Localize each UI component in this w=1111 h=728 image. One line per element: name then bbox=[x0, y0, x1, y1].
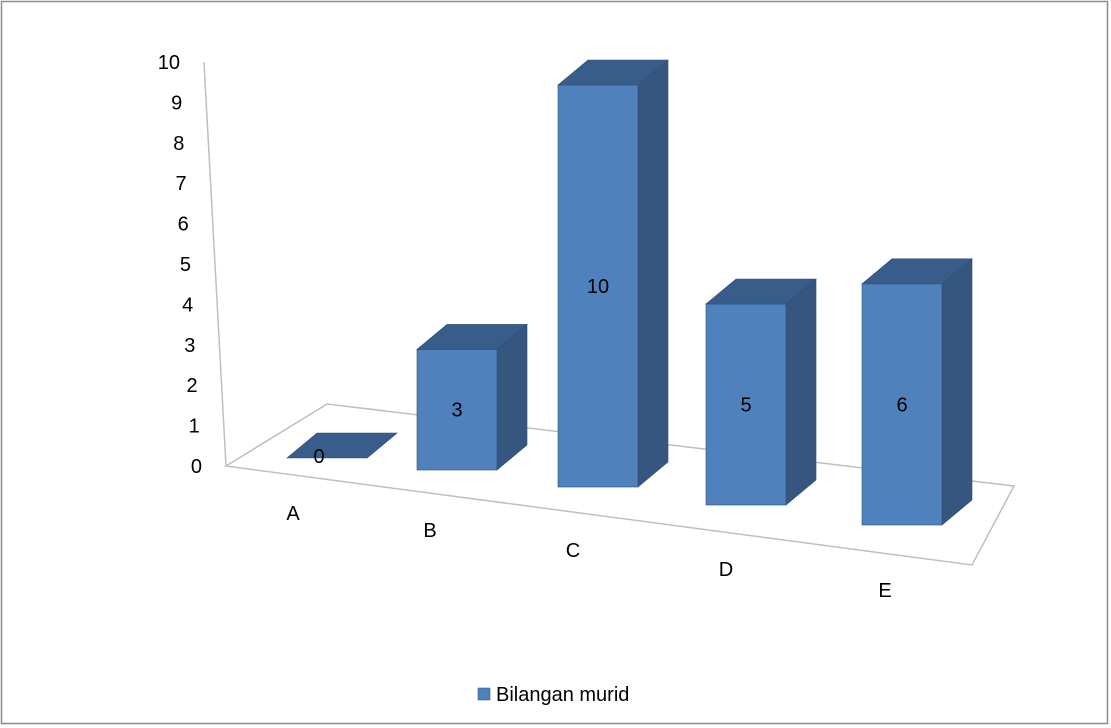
y-tick-label: 2 bbox=[186, 375, 197, 397]
x-tick-label: E bbox=[878, 580, 891, 602]
y-tick-label: 9 bbox=[171, 92, 182, 114]
bar-C: 10 bbox=[557, 59, 669, 488]
y-tick-label: 3 bbox=[184, 335, 195, 357]
bar-data-label: 0 bbox=[313, 446, 324, 468]
bar-B: 3 bbox=[416, 323, 528, 471]
y-tick-label: 0 bbox=[191, 456, 202, 478]
y-axis-tick-labels: 0 1 2 3 4 5 6 7 8 9 10 bbox=[158, 52, 202, 478]
x-tick-label: B bbox=[423, 520, 436, 542]
bar-top-face bbox=[861, 258, 973, 285]
bar-data-label: 6 bbox=[896, 394, 907, 416]
x-tick-label: D bbox=[719, 559, 733, 581]
bar-top-face bbox=[286, 432, 398, 459]
bar-top-face bbox=[416, 324, 528, 350]
legend-swatch bbox=[477, 687, 491, 701]
bar-side-face bbox=[496, 323, 528, 471]
bar-A: 0 bbox=[286, 432, 398, 468]
x-tick-label: A bbox=[286, 503, 300, 525]
bar-front-face bbox=[861, 283, 943, 526]
bar-front-face bbox=[705, 303, 787, 506]
y-tick-label: 5 bbox=[180, 254, 191, 276]
floor-plane bbox=[223, 403, 1016, 566]
bar-data-label: 3 bbox=[451, 400, 462, 422]
bar-front-face bbox=[557, 84, 639, 488]
bar-D: 5 bbox=[705, 278, 817, 506]
back-wall-axis bbox=[203, 61, 227, 467]
y-tick-label: 7 bbox=[175, 173, 186, 195]
y-tick-label: 6 bbox=[178, 214, 189, 236]
y-tick-label: 10 bbox=[158, 52, 180, 74]
bar-data-label: 5 bbox=[740, 395, 751, 417]
y-tick-label: 4 bbox=[182, 294, 193, 316]
legend-label: Bilangan murid bbox=[496, 684, 629, 706]
bar-data-label: 10 bbox=[587, 276, 609, 298]
bar-side-face bbox=[785, 278, 817, 506]
bar-side-face bbox=[637, 59, 669, 488]
legend: Bilangan murid bbox=[477, 684, 629, 706]
bar-E: 6 bbox=[861, 258, 973, 526]
x-axis-tick-labels: A B C D E bbox=[286, 503, 891, 602]
x-tick-label: C bbox=[566, 540, 580, 562]
bars: 0 3 10 5 6 bbox=[286, 59, 973, 526]
bar-top-face bbox=[705, 278, 817, 305]
y-tick-label: 8 bbox=[173, 133, 184, 155]
y-tick-label: 1 bbox=[189, 416, 200, 438]
bar-side-face bbox=[941, 258, 973, 526]
bar-top-face bbox=[557, 59, 669, 86]
